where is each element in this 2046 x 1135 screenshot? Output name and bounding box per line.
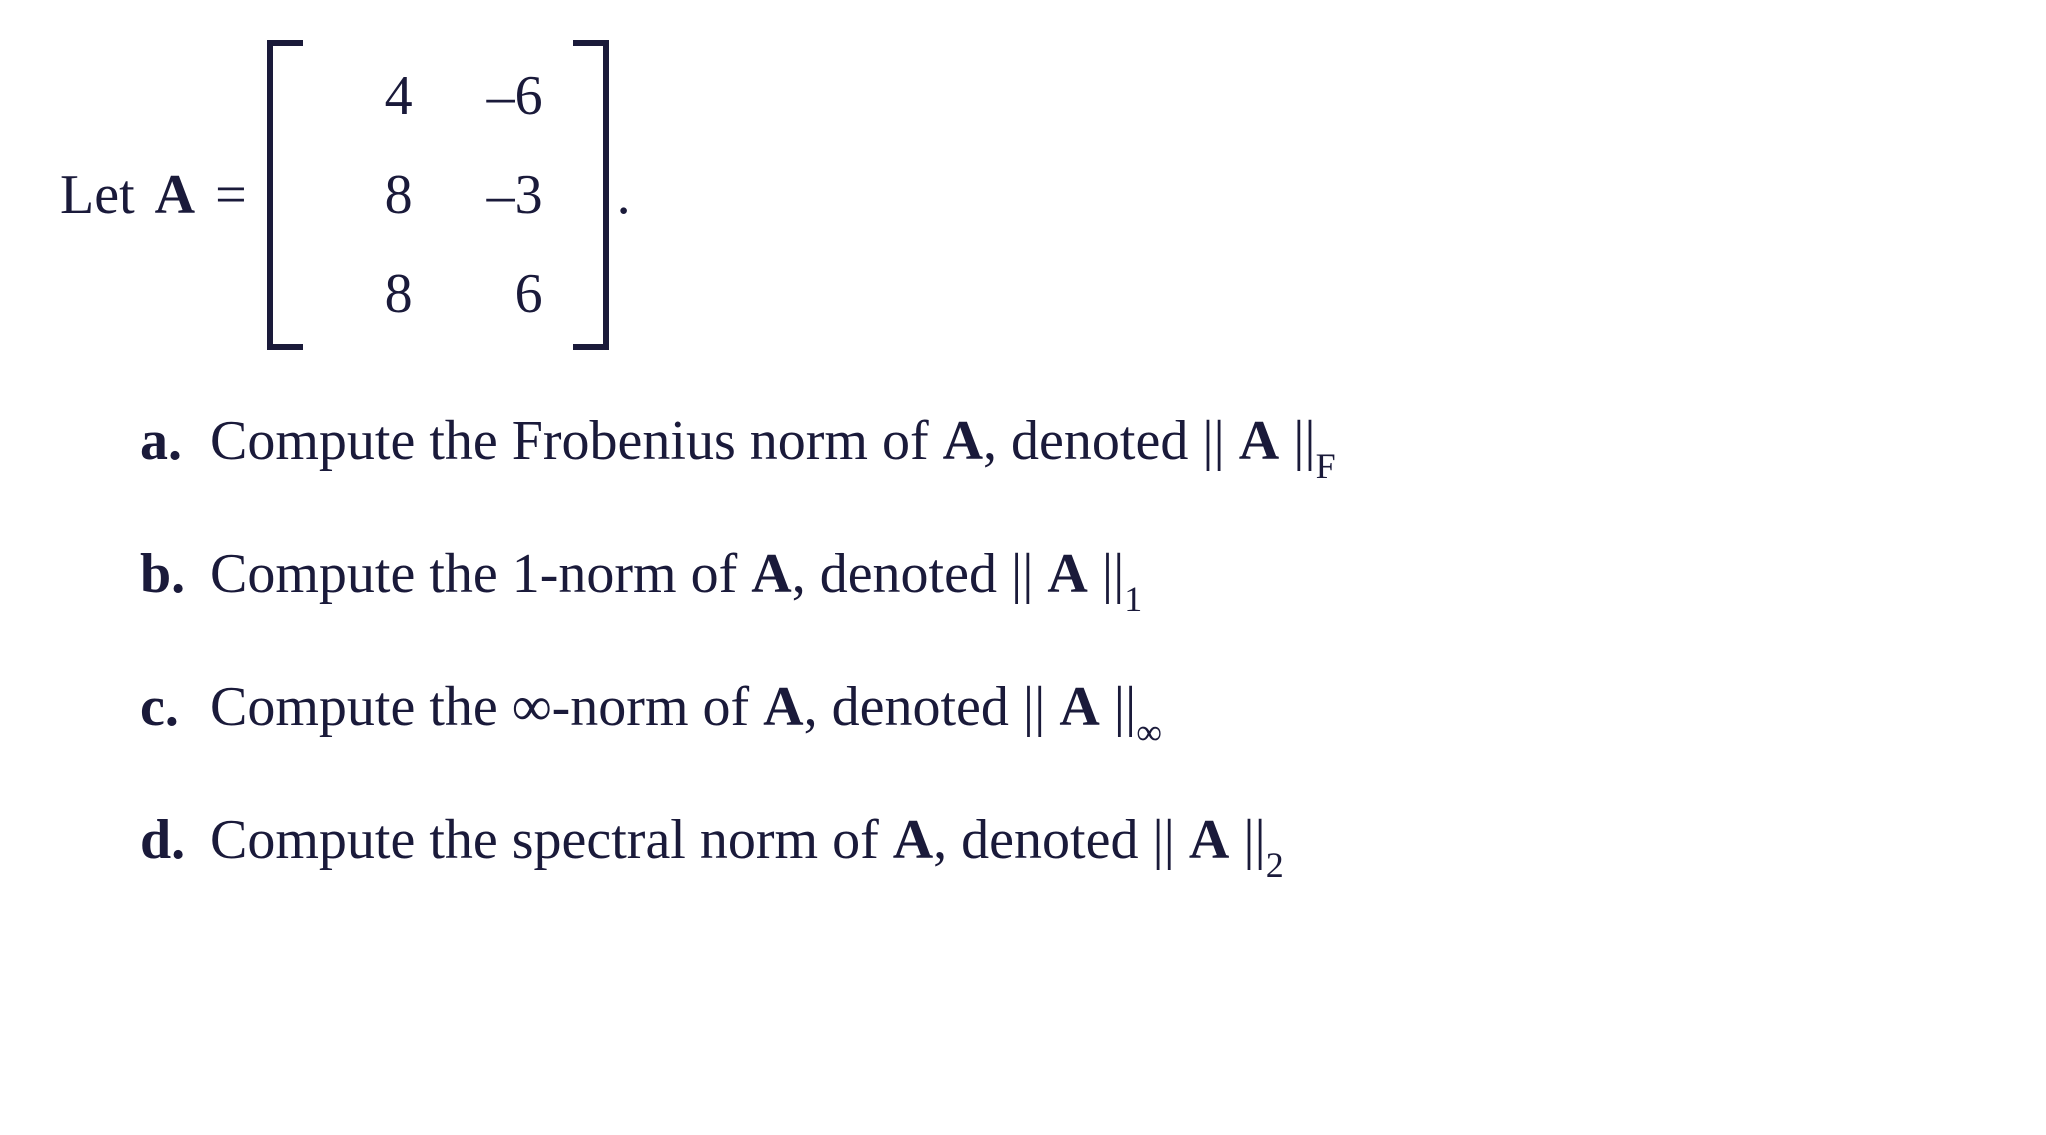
- text-mid: , denoted: [933, 809, 1152, 871]
- matrix-cell: 4: [333, 60, 413, 133]
- var-ref: A: [763, 676, 803, 738]
- norm-subscript: ∞: [1136, 712, 1162, 752]
- text-mid: , denoted: [983, 410, 1202, 472]
- item-c: c. Compute the ∞-norm of A, denoted || A…: [140, 671, 1986, 749]
- norm-open: ||: [1011, 543, 1047, 605]
- norm-var: A: [1047, 543, 1087, 605]
- matrix-row: 4 –6: [333, 60, 543, 133]
- bracket-left: [267, 40, 303, 350]
- equals-sign: =: [215, 159, 247, 232]
- norm-subscript: F: [1316, 446, 1336, 486]
- item-label: c.: [140, 671, 210, 744]
- norm-subscript: 1: [1124, 579, 1142, 619]
- bracket-right: [573, 40, 609, 350]
- text-prefix: Compute the Frobenius norm of: [210, 410, 943, 472]
- item-b: b. Compute the 1-norm of A, denoted || A…: [140, 538, 1986, 616]
- norm-var: A: [1239, 410, 1279, 472]
- text-prefix: Compute the 1-norm of: [210, 543, 751, 605]
- let-word: Let: [60, 159, 135, 232]
- norm-subscript: 2: [1266, 845, 1284, 885]
- norm-close: ||: [1279, 410, 1315, 472]
- page: Let A = 4 –6 8 –3 8 6 .: [0, 0, 2046, 1135]
- period: .: [617, 159, 631, 232]
- matrix-cell: –6: [463, 60, 543, 133]
- matrix-cell: 6: [463, 258, 543, 331]
- matrix-cell: 8: [333, 159, 413, 232]
- item-text: Compute the spectral norm of A, denoted …: [210, 804, 1986, 882]
- matrix-body: 4 –6 8 –3 8 6: [303, 40, 573, 350]
- norm-expr: || A ||1: [1011, 543, 1142, 605]
- matrix-var: A: [155, 159, 195, 232]
- norm-open: ||: [1152, 809, 1188, 871]
- item-label: a.: [140, 405, 210, 478]
- norm-open: ||: [1023, 676, 1059, 738]
- var-ref: A: [893, 809, 933, 871]
- text-mid: , denoted: [804, 676, 1023, 738]
- norm-expr: || A ||F: [1202, 410, 1335, 472]
- item-a: a. Compute the Frobenius norm of A, deno…: [140, 405, 1986, 483]
- item-text: Compute the ∞-norm of A, denoted || A ||…: [210, 671, 1986, 749]
- var-ref: A: [943, 410, 983, 472]
- norm-var: A: [1059, 676, 1099, 738]
- matrix-definition: Let A = 4 –6 8 –3 8 6 .: [60, 40, 1986, 350]
- text-mid: , denoted: [792, 543, 1011, 605]
- item-label: d.: [140, 804, 210, 877]
- var-ref: A: [751, 543, 791, 605]
- matrix-cell: –3: [463, 159, 543, 232]
- matrix-row: 8 –3: [333, 159, 543, 232]
- matrix-row: 8 6: [333, 258, 543, 331]
- norm-var: A: [1189, 809, 1229, 871]
- item-text: Compute the Frobenius norm of A, denoted…: [210, 405, 1986, 483]
- text-prefix: Compute the ∞-norm of: [210, 676, 763, 738]
- norm-open: ||: [1202, 410, 1238, 472]
- item-d: d. Compute the spectral norm of A, denot…: [140, 804, 1986, 882]
- matrix: 4 –6 8 –3 8 6: [267, 40, 609, 350]
- norm-expr: || A ||∞: [1023, 676, 1162, 738]
- item-text: Compute the 1-norm of A, denoted || A ||…: [210, 538, 1986, 616]
- matrix-cell: 8: [333, 258, 413, 331]
- norm-expr: || A ||2: [1152, 809, 1283, 871]
- norm-close: ||: [1088, 543, 1124, 605]
- text-prefix: Compute the spectral norm of: [210, 809, 893, 871]
- norm-close: ||: [1229, 809, 1265, 871]
- item-label: b.: [140, 538, 210, 611]
- norm-close: ||: [1100, 676, 1136, 738]
